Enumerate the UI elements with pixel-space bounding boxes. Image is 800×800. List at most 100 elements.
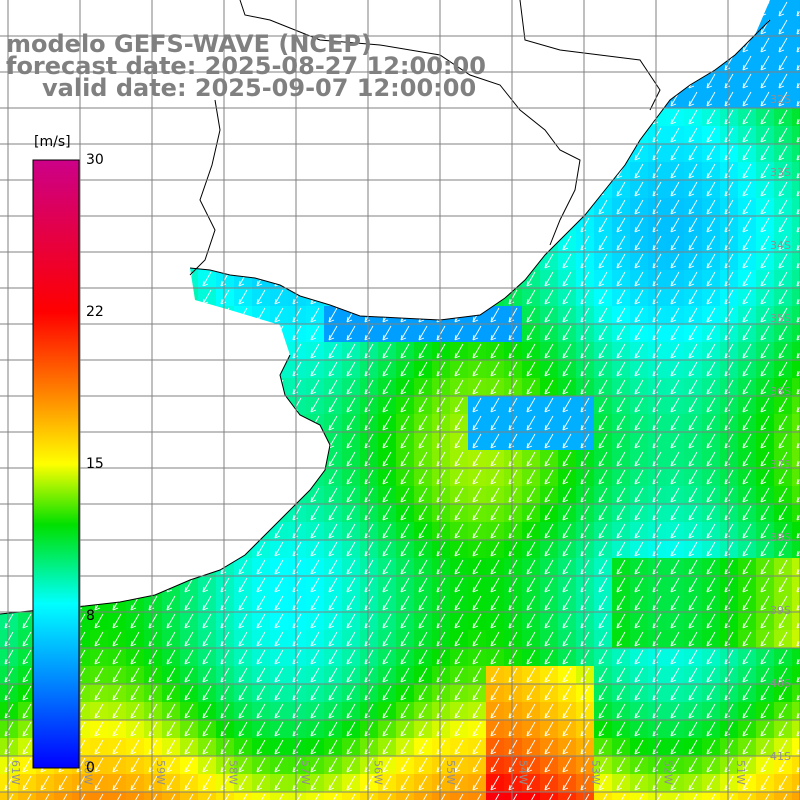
field-cell — [792, 378, 800, 396]
wind-arrow — [670, 487, 680, 503]
field-cell — [234, 792, 252, 800]
field-cell — [792, 756, 800, 774]
wind-arrow — [274, 703, 284, 719]
wind-arrow — [760, 685, 770, 701]
field-cell — [180, 792, 198, 800]
wind-arrow — [472, 613, 482, 629]
wind-arrow — [742, 343, 752, 359]
wind-arrow — [616, 397, 626, 413]
wind-arrow — [400, 487, 410, 503]
wind-arrow — [274, 307, 284, 323]
wind-arrow — [688, 181, 698, 197]
wind-arrow — [544, 397, 554, 413]
wind-arrow — [706, 307, 716, 323]
wind-arrow — [742, 757, 752, 773]
wind-arrow — [670, 361, 680, 377]
wind-arrow — [454, 721, 464, 737]
wind-arrow — [688, 775, 698, 791]
wind-arrow — [562, 685, 572, 701]
wind-arrow — [454, 541, 464, 557]
wind-arrow — [274, 577, 284, 593]
wind-arrow — [544, 721, 554, 737]
wind-arrow — [454, 757, 464, 773]
wind-arrow — [742, 307, 752, 323]
wind-arrow — [238, 703, 248, 719]
wind-arrow — [328, 469, 338, 485]
wind-arrow — [688, 739, 698, 755]
land-mass — [0, 0, 771, 615]
wind-arrow — [634, 487, 644, 503]
wind-arrow — [616, 703, 626, 719]
wind-arrow — [472, 703, 482, 719]
wind-arrow — [657, 793, 662, 800]
wind-arrow — [598, 541, 608, 557]
lat-label: 40S — [770, 677, 791, 690]
wind-arrow — [760, 703, 770, 719]
wind-arrow — [760, 271, 770, 287]
field-cell — [378, 792, 396, 800]
wind-arrow — [688, 631, 698, 647]
wind-arrow — [688, 433, 698, 449]
wind-arrow — [742, 235, 752, 251]
wind-arrow — [634, 541, 644, 557]
wind-arrow — [328, 775, 338, 791]
wind-arrow — [202, 271, 212, 287]
field-cell — [54, 792, 72, 800]
wind-arrow — [274, 631, 284, 647]
wind-arrow — [634, 649, 644, 665]
wind-arrow — [562, 397, 572, 413]
wind-arrow — [639, 793, 644, 800]
field-cell — [396, 792, 414, 800]
wind-arrow — [490, 343, 500, 359]
wind-arrow — [418, 469, 428, 485]
wind-arrow — [616, 775, 626, 791]
field-cell — [558, 792, 576, 800]
wind-arrow — [274, 559, 284, 575]
field-cell — [792, 90, 800, 108]
wind-arrow — [112, 667, 122, 683]
field-cell — [792, 54, 800, 72]
wind-arrow — [634, 451, 644, 467]
field-cell — [720, 792, 738, 800]
field-cell — [792, 270, 800, 288]
wind-arrow — [166, 613, 176, 629]
field-cell — [792, 108, 800, 126]
field-cell — [792, 252, 800, 270]
wind-arrow — [688, 505, 698, 521]
wind-arrow — [184, 667, 194, 683]
wind-arrow — [346, 451, 356, 467]
wind-arrow — [706, 505, 716, 521]
wind-arrow — [184, 577, 194, 593]
wind-arrow — [490, 397, 500, 413]
wind-arrow — [760, 577, 770, 593]
wind-arrow — [688, 703, 698, 719]
wind-arrow — [472, 631, 482, 647]
wind-arrow — [598, 343, 608, 359]
field-cell — [630, 792, 648, 800]
wind-arrow — [346, 559, 356, 575]
wind-arrow — [256, 757, 266, 773]
wind-arrow — [112, 649, 122, 665]
wind-arrow — [742, 379, 752, 395]
wind-arrow — [274, 739, 284, 755]
wind-arrow — [454, 631, 464, 647]
wind-arrow — [274, 667, 284, 683]
wind-arrow — [742, 613, 752, 629]
wind-arrow — [706, 595, 716, 611]
wind-arrow — [526, 289, 536, 305]
wind-arrow — [616, 451, 626, 467]
wind-arrow — [526, 559, 536, 575]
wind-arrow — [346, 487, 356, 503]
wind-arrow — [760, 307, 770, 323]
wind-arrow — [778, 541, 788, 557]
wind-arrow — [81, 793, 86, 800]
wind-arrow — [490, 721, 500, 737]
wind-arrow — [328, 379, 338, 395]
wind-arrow — [112, 757, 122, 773]
field-cell — [270, 792, 288, 800]
wind-arrow — [315, 793, 320, 800]
wind-arrow — [58, 775, 68, 791]
wind-arrow — [418, 415, 428, 431]
wind-arrow — [166, 757, 176, 773]
wind-arrow — [238, 577, 248, 593]
